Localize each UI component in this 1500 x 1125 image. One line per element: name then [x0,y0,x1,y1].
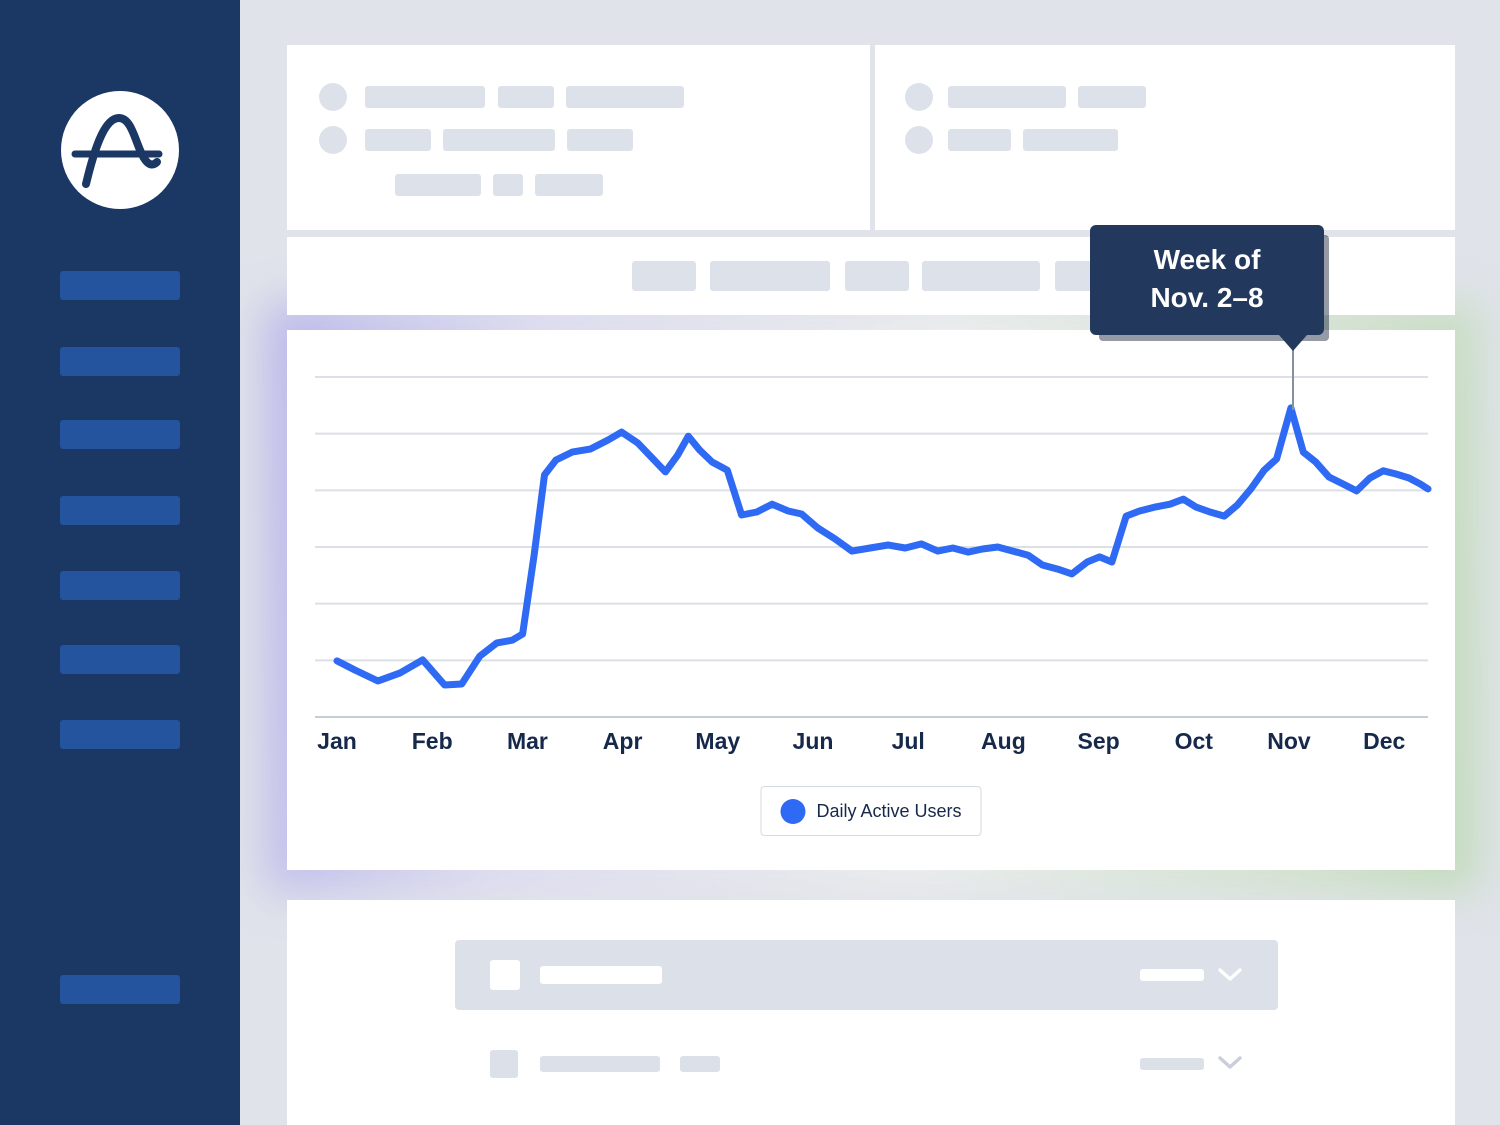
placeholder-bar [365,129,431,151]
toolbar-control-2[interactable] [710,261,830,291]
sidebar-item-6[interactable] [60,645,180,674]
placeholder-bar [948,129,1011,151]
sidebar-item-2[interactable] [60,347,180,376]
sidebar-item-bottom[interactable] [60,975,180,1004]
app-logo[interactable] [61,91,179,209]
chart-card: Jan Feb Mar Apr May Jun Jul Aug Sep Oct Nov Dec Dai… [287,330,1455,870]
placeholder-bar [567,129,633,151]
placeholder-bar [365,86,485,108]
bullet-circle [905,83,933,111]
bullet-circle [319,83,347,111]
x-tick-label: Sep [1077,728,1120,754]
x-tick-label: Feb [411,728,453,754]
x-tick-label: Aug [981,728,1026,754]
series-line [333,404,1432,689]
x-tick-label: Jul [891,728,925,754]
x-tick-label: May [695,728,741,754]
summary-card-right [875,45,1455,230]
placeholder-bar [498,86,554,108]
placeholder-bar [1078,86,1146,108]
placeholder-bar [948,86,1066,108]
row-icon-placeholder [490,1050,518,1078]
toolbar-control-3[interactable] [845,261,909,291]
sidebar-item-4[interactable] [60,496,180,525]
row-subtitle-placeholder [680,1056,720,1072]
sidebar [0,0,240,1125]
placeholder-bar [535,174,603,196]
x-tick-label: Mar [506,728,548,754]
placeholder-bar [566,86,684,108]
annotation-line1: Week of [1153,244,1261,275]
sidebar-item-5[interactable] [60,571,180,600]
bullet-circle [319,126,347,154]
dau-line-chart [315,376,1432,718]
table-row-selected[interactable] [455,940,1278,1010]
amplitude-logo-icon [71,113,163,188]
row-value-placeholder [1140,1058,1204,1070]
toolbar-control-4[interactable] [922,261,1040,291]
toolbar-control-1[interactable] [632,261,696,291]
placeholder-bar [443,129,555,151]
x-tick-label: Oct [1174,728,1213,754]
placeholder-bar [493,174,523,196]
x-tick-label: Dec [1363,728,1406,754]
sidebar-item-7[interactable] [60,720,180,749]
row-title-placeholder [540,966,662,984]
summary-card-left [287,45,870,230]
chart-legend[interactable]: Daily Active Users [760,786,982,836]
x-tick-label: Nov [1267,728,1311,754]
x-tick-label: Apr [602,728,643,754]
sidebar-item-3[interactable] [60,420,180,449]
x-tick-label: Jun [792,728,834,754]
sidebar-item-1[interactable] [60,271,180,300]
annotation-line2: Nov. 2–8 [1150,282,1264,313]
row-value-placeholder [1140,969,1204,981]
placeholder-bar [395,174,481,196]
annotation-connector-line [1292,348,1294,410]
annotation-tooltip: Week of Nov. 2–8 [1090,225,1324,351]
legend-label: Daily Active Users [816,800,962,821]
placeholder-bar [1023,129,1118,151]
chevron-down-icon[interactable] [1218,968,1242,982]
row-title-placeholder [540,1056,660,1072]
x-tick-label: Jan [317,728,357,754]
legend-dot-icon [780,798,806,824]
row-icon-placeholder [490,960,520,990]
bottom-table-panel [287,900,1455,1125]
bullet-circle [905,126,933,154]
chevron-down-icon[interactable] [1218,1056,1242,1070]
